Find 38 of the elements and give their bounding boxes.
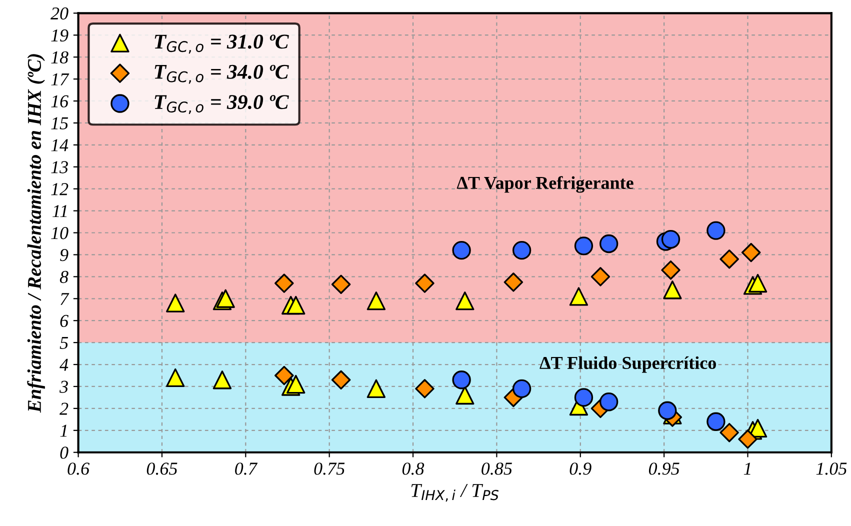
legend-label: T$_{GC,o}$ = 31.0 ºC: [154, 34, 289, 54]
y-tick-label: 19: [51, 29, 68, 42]
legend-label: T$_{GC,o}$ = 34.0 ºC: [154, 64, 289, 84]
x-tick-label: 0.75: [314, 462, 345, 475]
y-tick-label: 17: [51, 73, 70, 86]
x-tick-label: 0.9: [570, 462, 592, 475]
y-tick-label: 1: [60, 424, 67, 437]
x-axis-title: T$_{IHX,i}$ / T$_{PS}$: [411, 484, 499, 502]
band-label: ΔT Vapor Refrigerante: [456, 176, 634, 193]
x-tick-label: 0.95: [648, 462, 680, 475]
x-tick-label: 0.85: [482, 462, 512, 475]
y-tick-label: 4: [60, 358, 68, 371]
y-tick-label: 11: [52, 205, 67, 218]
y-tick-label: 12: [51, 183, 68, 196]
x-tick-label: 0.8: [402, 462, 424, 475]
y-axis-title: Enfriamiento / Recalentamiento en IHX (ºC): [27, 54, 45, 413]
x-tick-label: 0.65: [146, 462, 178, 475]
y-tick-label: 20: [50, 7, 68, 20]
y-tick-label: 0: [60, 446, 68, 459]
y-tick-label: 9: [60, 249, 68, 262]
y-tick-label: 2: [60, 402, 68, 415]
x-tick-label: 1.05: [816, 462, 847, 475]
y-tick-label: 18: [51, 51, 68, 64]
x-tick-label: 1: [744, 462, 750, 475]
y-tick-label: 3: [60, 380, 68, 393]
y-tick-label: 10: [51, 227, 68, 240]
y-tick-label: 5: [60, 337, 68, 349]
y-tick-label: 7: [60, 293, 70, 305]
legend-label: T$_{GC,o}$ = 39.0 ºC: [154, 95, 289, 114]
y-tick-label: 16: [51, 95, 68, 108]
y-tick-label: 13: [51, 161, 68, 174]
x-tick-label: 0.7: [235, 462, 258, 475]
y-tick-label: 8: [60, 270, 68, 284]
y-tick-label: 15: [51, 117, 68, 130]
y-tick-label: 6: [60, 314, 68, 328]
band-label: ΔT Fluido Supercrítico: [540, 356, 716, 373]
x-tick-label: 0.6: [68, 462, 90, 475]
y-tick-label: 14: [51, 139, 68, 152]
